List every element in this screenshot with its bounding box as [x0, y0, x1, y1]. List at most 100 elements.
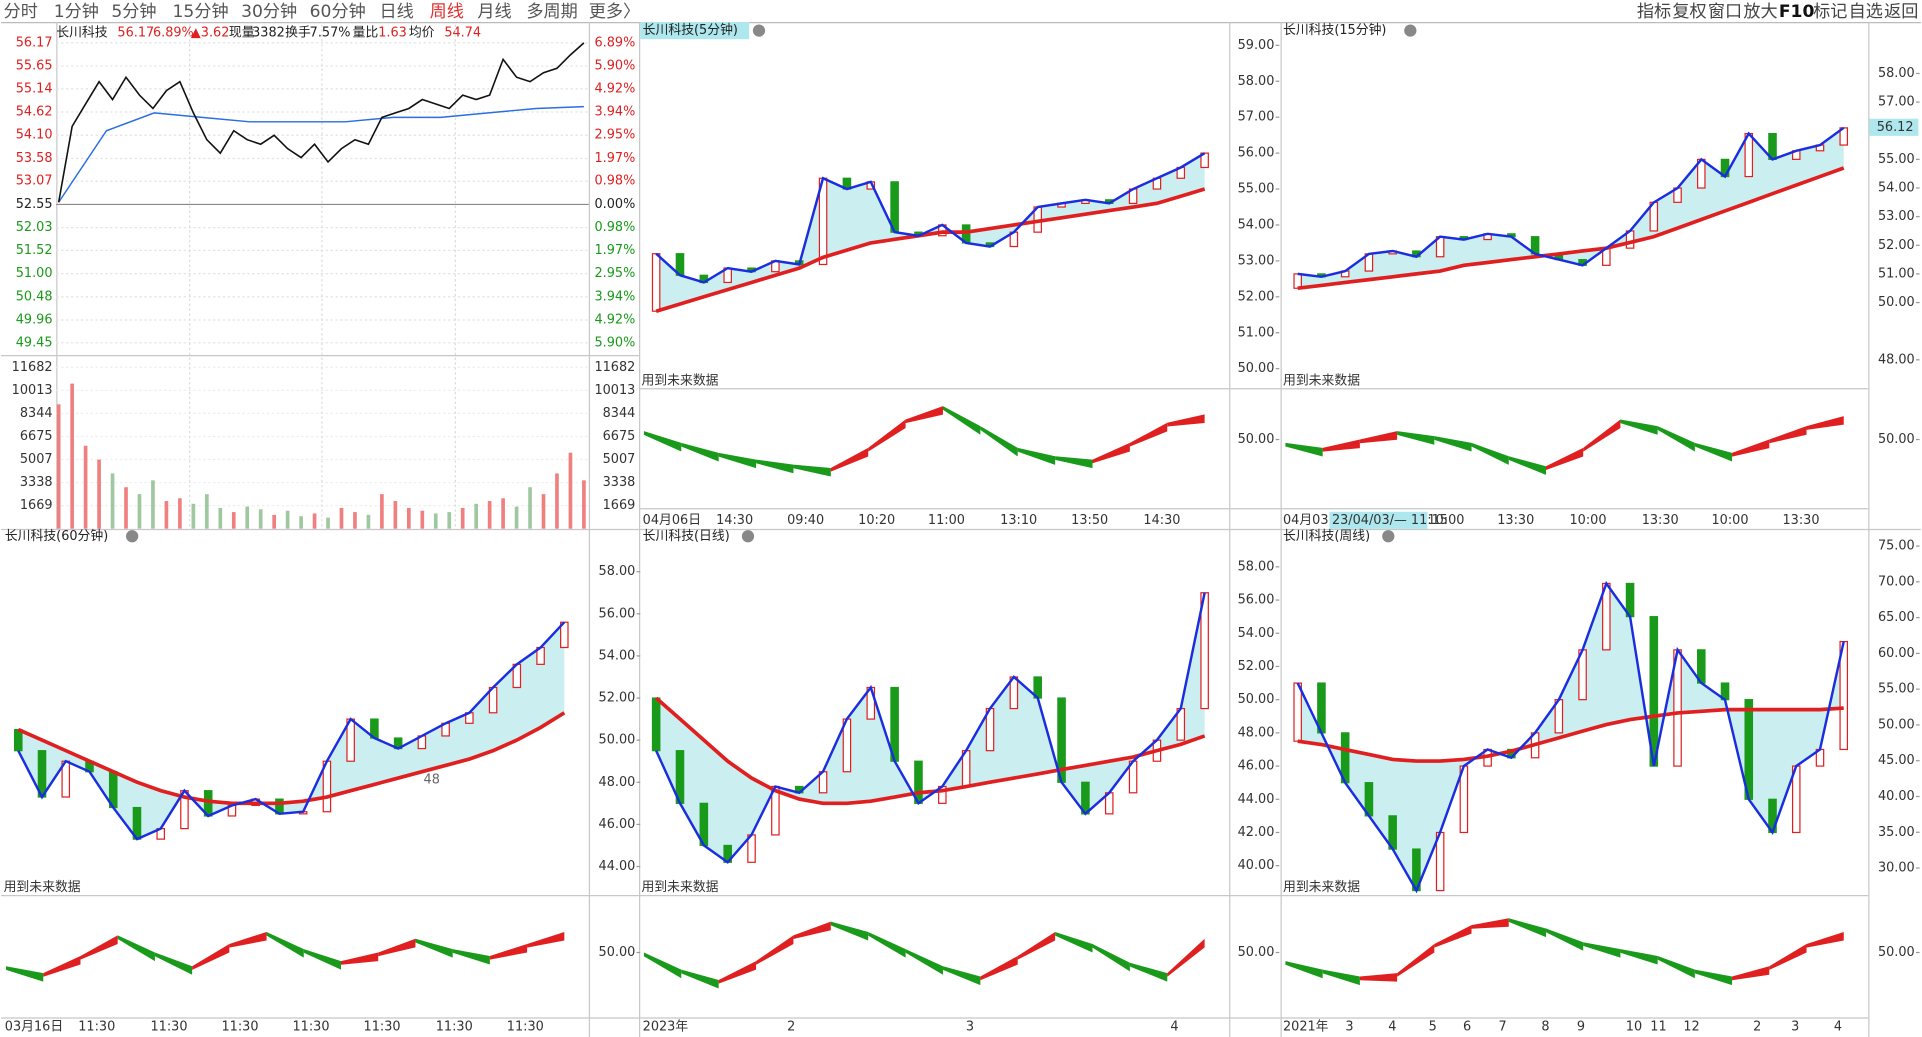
y2-tick-label: 35.00: [1878, 825, 1915, 840]
osc-segment: [1322, 969, 1360, 986]
percent-tick-label: 5.90%: [595, 335, 636, 350]
volume-bar: [326, 517, 330, 529]
volume-tick-label: 1669: [20, 498, 53, 513]
volume-bar: [447, 512, 452, 529]
toolbar-button[interactable]: 复权: [1672, 2, 1706, 22]
panel-menu-icon[interactable]: [741, 530, 755, 543]
quote-field: 7.57%: [310, 26, 351, 41]
osc-segment: [1285, 961, 1323, 979]
trend-line: [1296, 580, 1845, 894]
osc-segment: [1397, 943, 1435, 977]
quote-field: 均价: [409, 26, 435, 41]
x-tick-label: 09:40: [787, 513, 824, 528]
toolbar-tab[interactable]: 60分钟: [310, 2, 366, 22]
toolbar-tab[interactable]: 5分钟: [111, 2, 156, 22]
toolbar-button[interactable]: F10: [1779, 2, 1815, 22]
chart-panel: 长川科技(周线) 用到未来数据 2021年 3 4 5 6 7 8 9 10 11 12 2 3 4: [1283, 529, 1849, 1035]
toolbar-tab[interactable]: 1分钟: [54, 2, 99, 22]
volume-bar: [514, 506, 519, 529]
toolbar-button[interactable]: 放大: [1743, 2, 1777, 22]
future-data-label: 用到未来数据: [4, 880, 81, 895]
panel-menu-icon[interactable]: [752, 24, 766, 37]
osc-segment: [1285, 442, 1323, 457]
osc-segment: [1359, 431, 1398, 444]
toolbar-tab[interactable]: 多周期: [526, 2, 577, 22]
toolbar-tab[interactable]: 日线: [379, 2, 413, 22]
volume-bar: [568, 452, 573, 529]
osc-segment: [868, 931, 906, 958]
osc-segment: [718, 452, 757, 469]
y2-tick-label: 70.00: [1878, 574, 1915, 589]
toolbar-tab[interactable]: 周线: [430, 2, 464, 22]
toolbar-tab[interactable]: 更多〉: [589, 2, 640, 22]
toolbar-tab[interactable]: 月线: [477, 2, 511, 22]
volume-tick-label: 6675: [603, 429, 636, 444]
toolbar-tab[interactable]: 分时: [4, 2, 38, 22]
chart-panel: 长川科技(15分钟) 56.12 用到未来数据 04月03 23/04/03/— 11:…: [1283, 22, 1919, 529]
panel-menu-icon[interactable]: [126, 530, 139, 543]
title-highlight: [640, 22, 750, 40]
x-tick-label: 3: [1345, 1020, 1353, 1035]
toolbar-button[interactable]: 返回: [1884, 2, 1918, 22]
volume-tick-label: 8344: [20, 406, 53, 421]
osc-segment: [229, 931, 267, 948]
moving-average: [1297, 706, 1844, 763]
panel-menu-icon[interactable]: [1382, 530, 1395, 543]
toolbar-tab[interactable]: 15分钟: [173, 2, 229, 22]
volume-bar: [393, 501, 398, 529]
price-tick-label: 54.10: [16, 128, 53, 143]
y-tick-label: 51.00: [1238, 325, 1275, 340]
x-tick-label: 2023年: [643, 1020, 689, 1035]
y-tick-label: 56.00: [1238, 146, 1275, 161]
moving-average: [654, 696, 1206, 806]
panel-title: 长川科技(周线): [1283, 529, 1370, 544]
price-tick-label: 55.14: [16, 81, 53, 96]
y-tick-label: 40.00: [1238, 858, 1275, 873]
osc-segment: [905, 949, 943, 975]
panel-title: 长川科技(60分钟): [5, 528, 108, 544]
last-price-label: 56.12: [1877, 120, 1914, 135]
x-tick-label: 14:30: [716, 513, 753, 528]
volume-bar: [487, 501, 492, 529]
osc-segment: [117, 935, 155, 962]
volume-tick-label: 11682: [12, 360, 53, 375]
toolbar-button[interactable]: 指标: [1637, 2, 1671, 22]
y-tick-label: 50.00: [599, 733, 636, 748]
volume-bar: [245, 506, 250, 529]
x-tick-label: 2021年: [1283, 1020, 1329, 1035]
toolbar-tab[interactable]: 30分钟: [241, 2, 297, 22]
osc-segment: [1055, 456, 1093, 469]
toolbar-button[interactable]: 自选: [1849, 2, 1883, 22]
toolbar-button[interactable]: 标记: [1813, 2, 1847, 22]
osc-segment: [1583, 942, 1621, 958]
trend-line: [17, 621, 566, 841]
candle: [1293, 682, 1302, 742]
y-tick-label: 55.00: [1878, 152, 1915, 167]
price-tick-label: 54.62: [16, 105, 53, 120]
y2-tick-label: 55.00: [1878, 682, 1915, 697]
quote-field: ▲3.62: [191, 26, 229, 41]
panel-menu-icon[interactable]: [1404, 24, 1417, 37]
percent-tick-label: 1.97%: [595, 243, 636, 258]
osc-segment: [1657, 955, 1695, 979]
y2-tick-label: 65.00: [1878, 610, 1915, 625]
quote-field: 量比: [353, 26, 379, 41]
x-tick-label: 9: [1577, 1020, 1585, 1035]
osc-segment: [1129, 422, 1168, 447]
price-tick-label: 49.96: [16, 313, 53, 328]
price-tick-label: 52.03: [16, 220, 53, 235]
osc-segment: [942, 406, 981, 435]
y-tick-label: 44.00: [599, 859, 636, 874]
osc-segment: [905, 406, 943, 424]
osc-segment: [80, 935, 118, 960]
x-tick-label: 6: [1463, 1020, 1471, 1035]
toolbar-button[interactable]: 窗口: [1708, 2, 1742, 22]
osc-segment: [1545, 928, 1584, 951]
osc-segment: [1694, 442, 1733, 462]
y-tick-label: 58.00: [1238, 74, 1275, 89]
y-tick-label: 54.00: [599, 648, 636, 663]
x-tick-label: 3: [1791, 1020, 1799, 1035]
y-tick-label: 54.00: [1238, 217, 1275, 232]
osc-segment: [1017, 931, 1056, 960]
